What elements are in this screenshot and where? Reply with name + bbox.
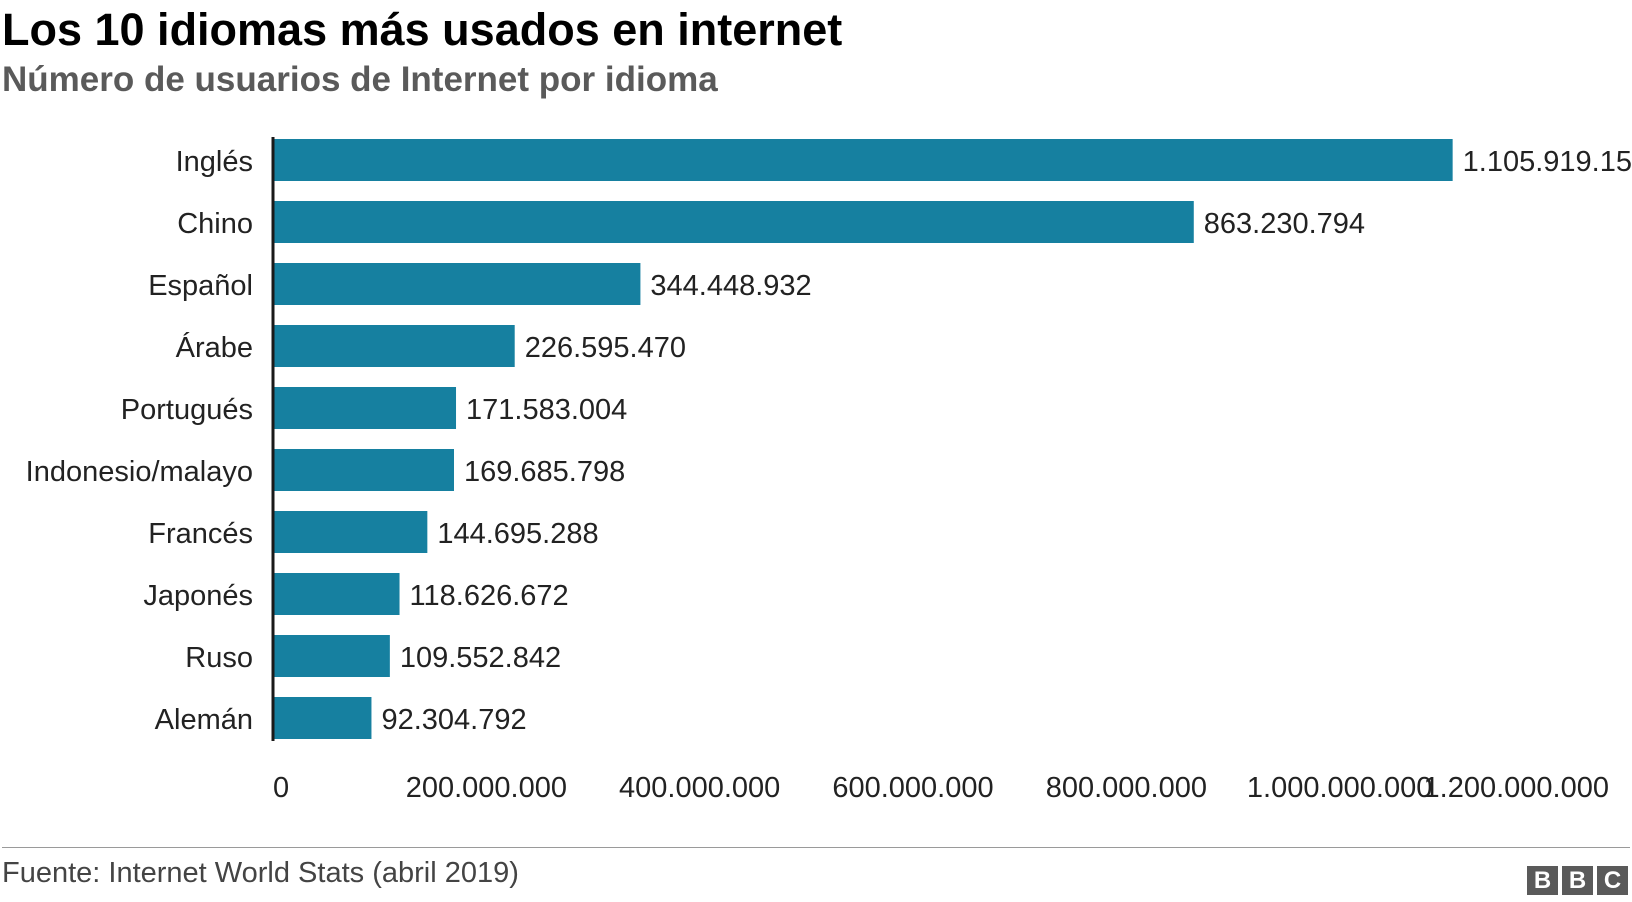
- bar: [273, 201, 1194, 243]
- value-label: 169.685.798: [464, 456, 625, 488]
- x-tick-label: 1.200.000.000: [1424, 772, 1609, 804]
- bar: [273, 325, 515, 367]
- source-note: Fuente: Internet World Stats (abril 2019…: [2, 857, 519, 889]
- bar: [273, 263, 641, 305]
- x-tick-label: 600.000.000: [832, 772, 993, 804]
- value-label: 92.304.792: [381, 704, 526, 736]
- x-tick-label: 400.000.000: [619, 772, 780, 804]
- category-labels: Inglés Chino Español Árabe Portugués Indonesi…: [26, 146, 253, 736]
- bar: [273, 139, 1453, 181]
- value-labels: 1.105.919.154 863.230.794 344.448.932 226.5…: [381, 146, 1632, 736]
- category-label: Español: [148, 270, 253, 302]
- value-label: 344.448.932: [650, 270, 811, 302]
- value-label: 144.695.288: [437, 518, 598, 550]
- x-tick-label: 800.000.000: [1046, 772, 1207, 804]
- bar: [273, 449, 454, 491]
- bar: [273, 697, 372, 739]
- bar: [273, 635, 390, 677]
- x-tick-label: 0: [273, 772, 289, 804]
- category-label: Chino: [177, 208, 253, 240]
- bar-chart: Inglés Chino Español Árabe Portugués Indonesi…: [26, 137, 1632, 804]
- bar: [273, 387, 457, 429]
- x-tick-label: 1.000.000.000: [1247, 772, 1432, 804]
- value-label: 109.552.842: [400, 642, 561, 674]
- bbc-logo-block: B: [1527, 866, 1558, 895]
- bbc-logo-block: C: [1597, 866, 1628, 895]
- value-label: 118.626.672: [410, 580, 569, 612]
- value-label: 226.595.470: [525, 332, 686, 364]
- category-label: Francés: [148, 518, 253, 550]
- value-label: 171.583.004: [466, 394, 627, 426]
- value-label: 1.105.919.154: [1463, 146, 1632, 178]
- category-label: Alemán: [155, 704, 253, 736]
- x-tick-label: 200.000.000: [406, 772, 567, 804]
- bar: [273, 511, 428, 553]
- bbc-logo-block: B: [1562, 866, 1593, 895]
- category-label: Japonés: [143, 580, 253, 612]
- category-label: Árabe: [176, 331, 253, 364]
- footer-divider: [2, 847, 1630, 848]
- value-label: 863.230.794: [1204, 208, 1365, 240]
- bar: [273, 573, 400, 615]
- category-label: Indonesio/malayo: [26, 456, 253, 488]
- category-label: Portugués: [121, 394, 253, 426]
- category-label: Ruso: [185, 642, 253, 674]
- category-label: Inglés: [176, 146, 253, 178]
- x-axis-tick-labels: 0 200.000.000 400.000.000 600.000.000 800.00…: [273, 772, 1609, 804]
- chart-subtitle: Número de usuarios de Internet por idiom…: [2, 60, 718, 99]
- chart-title: Los 10 idiomas más usados en internet: [2, 4, 843, 55]
- bbc-logo: B B C: [1527, 866, 1628, 895]
- bars: [273, 139, 1453, 739]
